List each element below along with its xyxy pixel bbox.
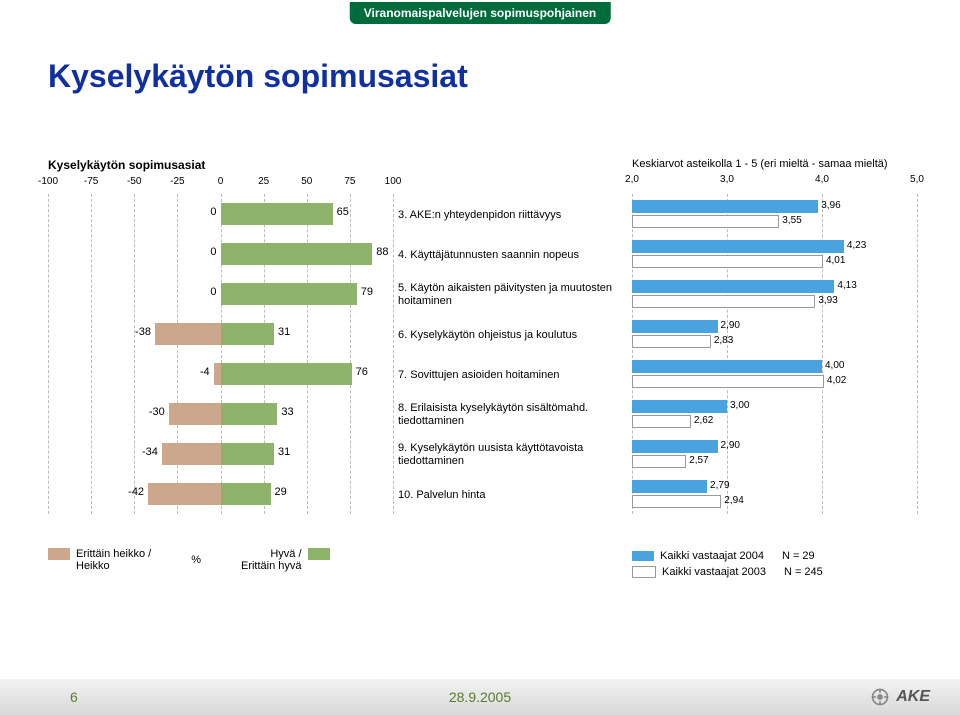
legend-pos-line1: Hyvä / bbox=[270, 548, 301, 560]
means-bar-chart: Keskiarvot asteikolla 1 - 5 (eri mieltä … bbox=[632, 158, 917, 188]
legend-series-2003: Kaikki vastaajat 2003 N = 245 bbox=[632, 564, 823, 580]
footer-date: 28.9.2005 bbox=[449, 689, 511, 705]
logo-text: AKE bbox=[896, 688, 930, 706]
right-axis-ticks: 2,03,04,05,0 bbox=[632, 174, 917, 188]
legend-2003-n: N = 245 bbox=[784, 566, 823, 578]
legend-neg-line1: Erittäin heikko / bbox=[76, 548, 151, 560]
page-number: 6 bbox=[70, 689, 78, 705]
page: { "banner": "Viranomaispalvelujen sopimu… bbox=[0, 0, 960, 715]
swatch-2003 bbox=[632, 566, 656, 578]
swatch-pos bbox=[308, 548, 330, 560]
legend-right: Kaikki vastaajat 2004 N = 29 Kaikki vast… bbox=[632, 548, 823, 580]
legend-2003-label: Kaikki vastaajat 2003 bbox=[662, 566, 766, 578]
legend-2004-label: Kaikki vastaajat 2004 bbox=[660, 550, 764, 562]
banner: Viranomaispalvelujen sopimuspohjainen bbox=[350, 2, 611, 24]
right-plot-area: 3,963,554,234,014,133,932,902,834,004,02… bbox=[632, 194, 917, 514]
left-chart-header: Kyselykäytön sopimusasiat bbox=[48, 158, 393, 172]
legend-pct: % bbox=[191, 554, 201, 566]
legend-pos: Hyvä / Erittäin hyvä bbox=[241, 548, 330, 572]
question-labels: 3. AKE:n yhteydenpidon riittävyys4. Käyt… bbox=[398, 195, 628, 515]
legend-pos-line2: Erittäin hyvä bbox=[241, 560, 302, 572]
legend-left: Erittäin heikko / Heikko % Hyvä / Erittä… bbox=[48, 548, 330, 572]
swatch-neg bbox=[48, 548, 70, 560]
legend-neg: Erittäin heikko / Heikko bbox=[48, 548, 151, 572]
left-axis-ticks: -100-75-50-250255075100 bbox=[48, 176, 393, 190]
logo-icon bbox=[870, 687, 890, 707]
diverging-bar-chart: Kyselykäytön sopimusasiat -100-75-50-250… bbox=[48, 158, 393, 190]
logo: AKE bbox=[870, 687, 930, 707]
left-plot-area: 065088079-3831-476-3033-3431-4229 bbox=[48, 194, 393, 514]
right-chart-header: Keskiarvot asteikolla 1 - 5 (eri mieltä … bbox=[632, 158, 917, 170]
legend-2004-n: N = 29 bbox=[782, 550, 815, 562]
legend-series-2004: Kaikki vastaajat 2004 N = 29 bbox=[632, 548, 823, 564]
footer-bar: 6 28.9.2005 AKE bbox=[0, 679, 960, 715]
legend-neg-line2: Heikko bbox=[76, 560, 151, 572]
swatch-2004 bbox=[632, 551, 654, 561]
page-title: Kyselykäytön sopimusasiat bbox=[48, 58, 468, 95]
